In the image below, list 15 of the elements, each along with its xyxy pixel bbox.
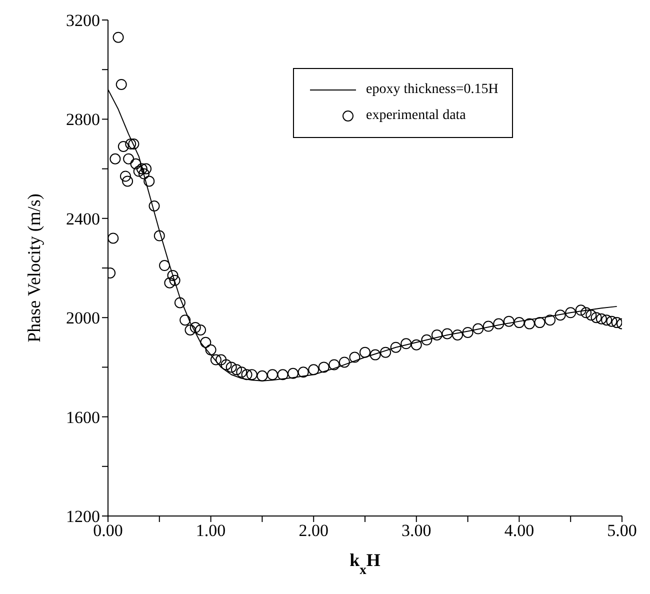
x-tick-label: 4.00 [504, 521, 534, 540]
x-tick-label: 2.00 [298, 521, 328, 540]
legend-label: experimental data [366, 107, 466, 125]
y-tick-label: 2000 [66, 308, 100, 328]
x-tick-label: 3.00 [402, 521, 432, 540]
x-axis-title: k$_{x}$H [350, 550, 380, 576]
y-axis-title: Phase Velocity (m/s) [24, 194, 44, 342]
x-tick-label: 0.00 [93, 521, 123, 540]
x-tick-label: 5.00 [607, 521, 637, 540]
y-tick-label: 2800 [66, 110, 100, 130]
legend-label: epoxy thickness=0.15H [366, 81, 498, 99]
x-tick-label: 1.00 [196, 521, 226, 540]
y-tick-label: 1600 [66, 408, 100, 427]
y-tick-label: 2400 [66, 209, 100, 228]
y-tick-label: 3200 [66, 11, 100, 30]
